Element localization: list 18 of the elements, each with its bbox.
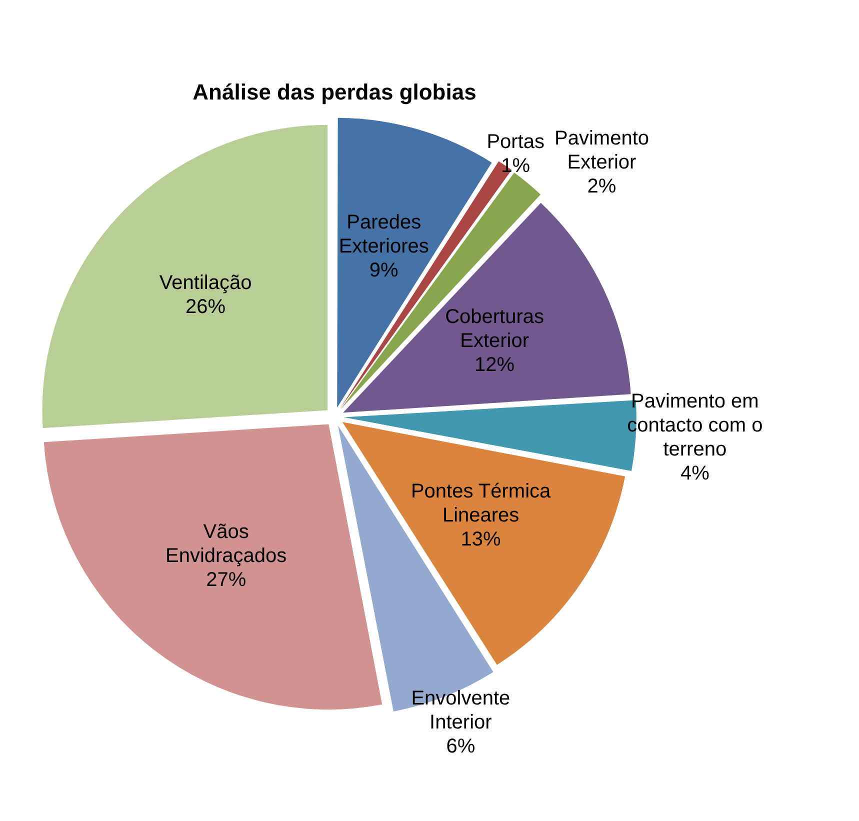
data-label: 27%: [206, 568, 246, 591]
data-label: 26%: [186, 296, 226, 318]
slice-label: Pontes Térmica Lineares: [410, 480, 552, 527]
slice-label: Ventilação: [159, 272, 252, 294]
slice-label: Envolvente Interior: [411, 687, 510, 734]
slice-label: Pavimento Exterior: [554, 127, 649, 174]
data-label: 6%: [446, 735, 476, 758]
data-label: 12%: [474, 354, 515, 376]
chart-title: Análise das perdas globias: [192, 79, 476, 104]
data-label: 1%: [501, 154, 530, 177]
data-label: 13%: [460, 528, 502, 551]
slice-label: Portas: [486, 130, 545, 153]
slice-label: Paredes Exteriores: [338, 211, 429, 258]
data-label: 2%: [587, 175, 616, 198]
slice-label: Coberturas Exterior: [445, 306, 544, 352]
slice-label: Vãos Envidraçados: [165, 520, 287, 567]
data-label: 4%: [680, 462, 710, 485]
data-label: 9%: [369, 259, 399, 282]
